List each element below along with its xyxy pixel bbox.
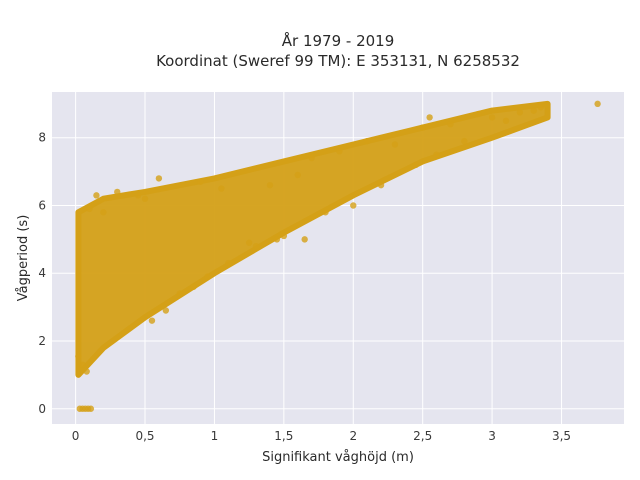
data-point	[114, 188, 121, 196]
chart-title: År 1979 - 2019	[282, 31, 395, 50]
y-tick-label: 8	[38, 131, 46, 145]
data-point	[162, 307, 170, 314]
y-tick-label: 4	[38, 266, 46, 280]
x-tick-label: 2	[349, 429, 357, 443]
data-point	[190, 283, 197, 290]
data-point	[218, 185, 225, 192]
x-tick-label: 0	[72, 429, 80, 443]
x-tick-label: 0,5	[135, 429, 154, 443]
data-point	[308, 154, 315, 162]
data-point	[197, 178, 204, 185]
x-tick-label: 3	[488, 429, 496, 443]
data-points	[75, 100, 601, 412]
data-point	[447, 120, 454, 128]
data-point	[155, 175, 163, 182]
data-point	[86, 205, 93, 213]
y-tick-label: 6	[38, 198, 46, 212]
data-point	[426, 114, 433, 121]
y-axis-label: Vågperiod (s)	[16, 215, 31, 302]
data-point	[83, 368, 90, 375]
data-point	[252, 242, 260, 250]
data-point	[93, 192, 100, 199]
data-point	[141, 195, 149, 202]
data-point	[412, 161, 419, 169]
y-tick-label: 0	[38, 402, 46, 416]
data-point	[225, 259, 232, 267]
chart-subtitle: Koordinat (Sweref 99 TM): E 353131, N 62…	[156, 52, 520, 70]
data-point	[245, 239, 253, 246]
data-point	[87, 405, 95, 412]
data-point	[530, 107, 537, 114]
data-point	[461, 137, 468, 145]
x-tick-label: 1	[211, 429, 219, 443]
data-point	[363, 137, 371, 145]
data-point	[301, 236, 308, 243]
data-point	[79, 361, 86, 368]
x-tick-label: 1,5	[274, 429, 293, 443]
x-axis-label: Signifikant våghöjd (m)	[262, 450, 414, 465]
data-point	[176, 290, 183, 297]
data-point	[433, 151, 440, 158]
x-tick-labels: 0 0,5 1 1,5 2 2,5 3 3,5	[72, 429, 571, 443]
data-point	[75, 353, 82, 360]
data-point	[204, 273, 211, 280]
x-tick-label: 3,5	[552, 429, 571, 443]
data-point	[350, 202, 357, 209]
data-point	[419, 124, 426, 131]
data-point	[322, 209, 329, 216]
data-point	[377, 181, 385, 189]
data-point	[148, 317, 156, 324]
data-point	[273, 236, 281, 243]
data-point	[391, 141, 399, 148]
x-tick-label: 2,5	[413, 429, 432, 443]
data-point	[516, 109, 524, 116]
data-point	[294, 171, 301, 179]
data-point	[280, 232, 288, 240]
data-point	[266, 181, 274, 189]
y-tick-labels: 0 2 4 6 8	[38, 131, 46, 416]
data-point	[537, 104, 544, 111]
data-point	[475, 110, 482, 118]
y-tick-label: 2	[38, 334, 46, 348]
data-point	[134, 192, 142, 199]
data-point	[502, 117, 510, 124]
data-point	[488, 114, 496, 121]
data-point	[336, 148, 343, 155]
data-point	[100, 209, 107, 216]
data-point	[594, 100, 601, 108]
